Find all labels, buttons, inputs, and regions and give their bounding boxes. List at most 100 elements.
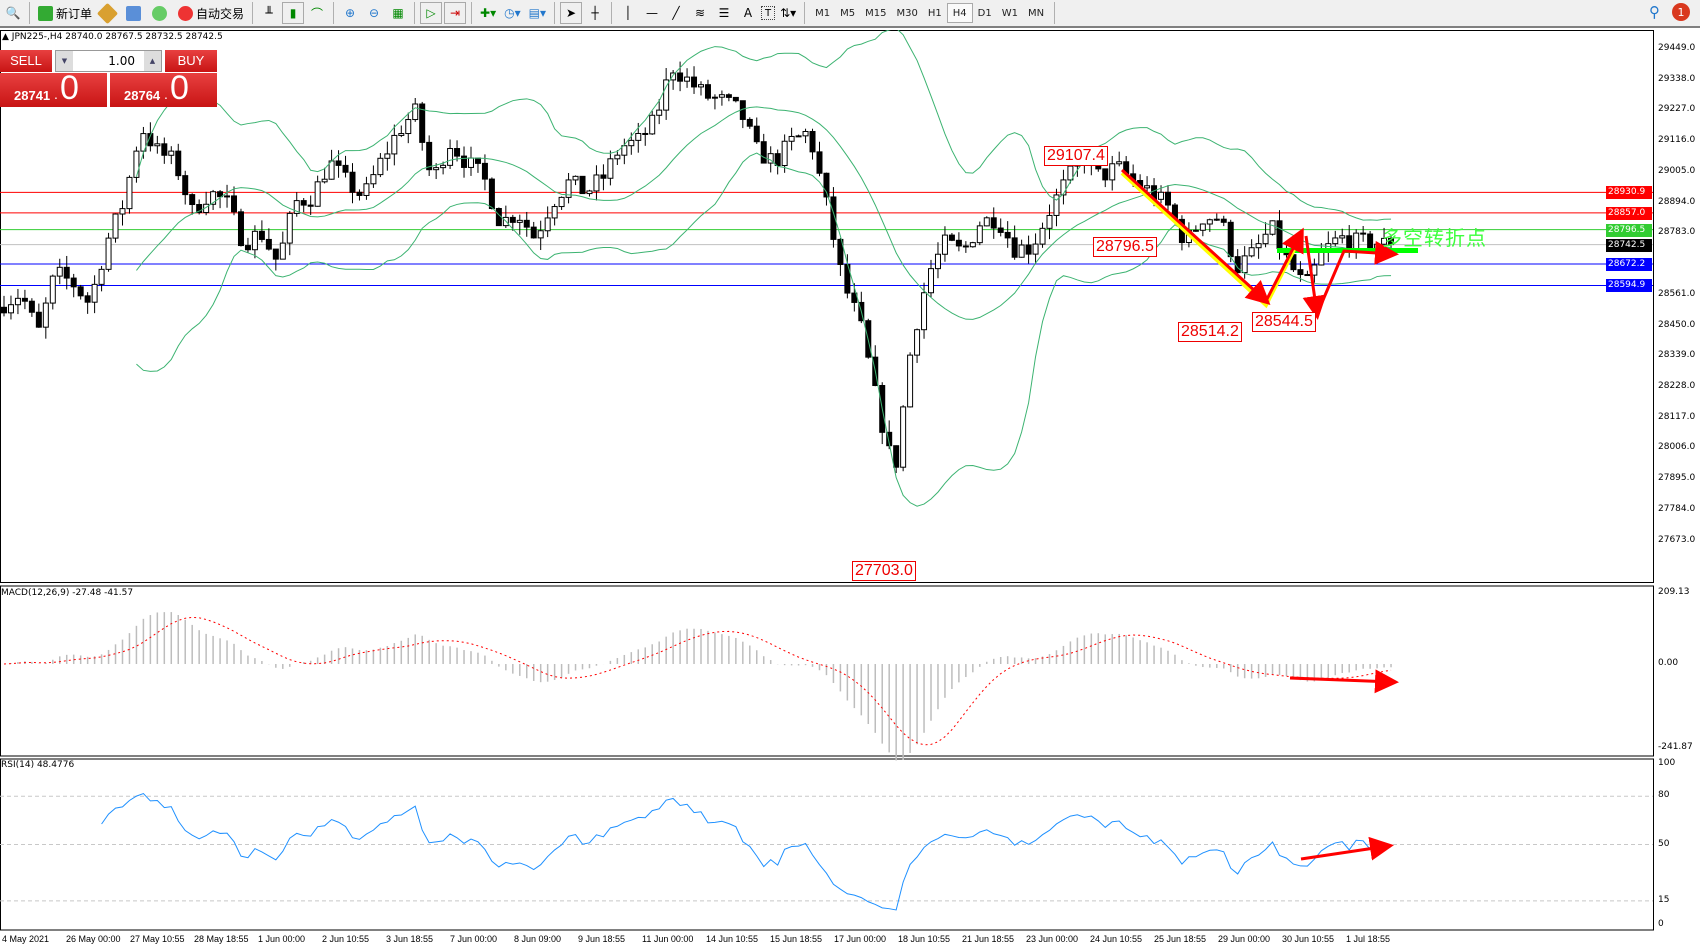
symbol-info: ▲ JPN225-,H4 28740.0 28767.5 28732.5 287…	[2, 32, 223, 42]
fibonacci-icon[interactable]: ≋	[694, 6, 706, 20]
lot-decrease-button[interactable]: ▼	[56, 51, 73, 71]
symbol-ohlc: JPN225-,H4 28740.0 28767.5 28732.5 28742…	[11, 32, 223, 42]
price-tick: 28450.0	[1658, 319, 1696, 330]
candle-chart-icon[interactable]: ▮	[282, 2, 305, 24]
candle-body	[746, 118, 753, 127]
search-icon[interactable]: ⚲	[1649, 3, 1660, 21]
candle-body	[91, 283, 98, 303]
text-icon[interactable]: A	[743, 6, 753, 20]
price-tick: 28339.0	[1658, 350, 1696, 361]
rsi-tick: 0	[1658, 919, 1664, 929]
candle-body	[42, 302, 49, 328]
arrows-icon[interactable]: ⇅▾	[780, 6, 797, 20]
sell-price[interactable]: 28741 . 0	[0, 69, 107, 107]
periods-icon[interactable]: ◷▾	[504, 6, 521, 20]
chart-shift-icon[interactable]: ⇥	[444, 2, 467, 24]
candle-body	[370, 174, 377, 185]
candle-body	[907, 354, 914, 408]
timeframe-d1[interactable]: D1	[977, 7, 992, 19]
auto-trading-button[interactable]: 自动交易	[175, 2, 247, 24]
candle-body	[691, 76, 698, 88]
candle-body	[119, 208, 126, 215]
zoom-icon[interactable]: 🔍	[5, 6, 21, 20]
candle-body	[279, 242, 286, 260]
market-watch-icon[interactable]	[96, 2, 121, 24]
bb-middle-line	[136, 106, 1392, 320]
text-label-icon[interactable]: T	[760, 6, 776, 20]
cursor-icon[interactable]: ➤	[559, 2, 582, 24]
price-tick: 29449.0	[1658, 43, 1696, 53]
fibonacci-channel-icon[interactable]: ☰	[718, 6, 730, 20]
candle-body	[635, 132, 642, 141]
buy-button[interactable]: BUY	[165, 50, 217, 72]
bid-pips: 0	[60, 69, 79, 107]
horizontal-line-icon[interactable]: —	[645, 6, 658, 20]
templates-icon[interactable]: ▤▾	[528, 6, 546, 20]
candle-body	[377, 157, 384, 176]
macd-panel-frame	[0, 585, 1654, 757]
candle-body	[84, 295, 91, 303]
toolbar: 🔍 新订单 自动交易 ╨ ▮ ⌒ ⊕ ⊖ ▦ ▷ ⇥ ✚▾ ◷▾ ▤▾ ➤ ┼ …	[0, 0, 1700, 28]
timeframe-m5[interactable]: M5	[840, 7, 856, 19]
lot-size-input[interactable]: 1.00	[55, 50, 162, 72]
crosshair-icon[interactable]: ┼	[591, 6, 599, 20]
candle-body	[816, 151, 823, 174]
candle-body	[426, 141, 433, 171]
timeframe-m15[interactable]: M15	[865, 7, 887, 19]
candle-body	[1332, 237, 1339, 245]
timeframe-h1[interactable]: H1	[927, 7, 942, 19]
candle-body	[823, 172, 830, 198]
lot-increase-button[interactable]: ▲	[144, 51, 161, 71]
navigator-icon[interactable]	[123, 2, 147, 24]
candle-body	[788, 135, 795, 142]
timeframe-bar: M1 M5 M15 M30 H1 H4 D1 W1 MN	[810, 3, 1049, 23]
buy-price[interactable]: 28764 . 0	[110, 69, 217, 107]
indicators-icon[interactable]: ✚▾	[480, 6, 497, 20]
price-tick: 28117.0	[1658, 411, 1696, 422]
zoom-out-icon[interactable]: ⊖	[369, 6, 380, 20]
candle-body	[224, 195, 231, 198]
candle-body	[161, 143, 168, 156]
candle-body	[948, 234, 955, 241]
candle-body	[210, 191, 217, 205]
timeframe-h4[interactable]: H4	[946, 3, 973, 23]
chart-canvas[interactable]	[0, 30, 1700, 948]
time-tick: 28 May 18:55	[194, 934, 249, 944]
timeframe-m30[interactable]: M30	[896, 7, 918, 19]
candle-body	[914, 329, 921, 356]
timeframe-m1[interactable]: M1	[815, 7, 831, 19]
time-tick: 1 Jul 18:55	[1346, 934, 1391, 944]
candle-body	[565, 179, 572, 198]
candle-body	[265, 238, 272, 250]
zoom-in-icon[interactable]: ⊕	[345, 6, 356, 20]
timeframe-w1[interactable]: W1	[1001, 7, 1018, 19]
time-tick: 7 Jun 00:00	[450, 934, 498, 944]
notifications-badge[interactable]: 1	[1672, 3, 1690, 21]
line-chart-icon[interactable]: ⌒	[311, 6, 324, 21]
candle-body	[1025, 244, 1032, 255]
signals-icon[interactable]	[149, 2, 173, 24]
timeframe-mn[interactable]: MN	[1027, 7, 1045, 19]
bar-chart-icon[interactable]: ╨	[265, 6, 273, 20]
trendline-icon[interactable]: ╱	[672, 6, 680, 20]
sell-button[interactable]: SELL	[0, 50, 52, 72]
vertical-line-icon[interactable]: │	[624, 6, 632, 20]
auto-scroll-icon[interactable]: ▷	[420, 2, 443, 24]
price-tick: 28561.0	[1658, 288, 1696, 299]
candle-body	[307, 204, 314, 207]
candle-body	[711, 96, 718, 99]
candle-body	[628, 139, 635, 147]
new-order-button[interactable]: 新订单	[35, 2, 95, 24]
candle-body	[217, 191, 224, 198]
tile-windows-icon[interactable]: ▦	[392, 6, 404, 20]
ask-pips: 0	[170, 69, 189, 107]
candle-body	[990, 217, 997, 229]
candle-body	[126, 176, 133, 210]
level-price-tag: 28594.9	[1606, 279, 1652, 293]
macd-min-tick: -241.87	[1658, 742, 1693, 752]
candle-body	[419, 103, 426, 143]
candle-body	[934, 253, 941, 270]
candle-body	[384, 153, 391, 159]
price-tick: 29227.0	[1658, 104, 1696, 115]
candle-body	[342, 164, 349, 173]
